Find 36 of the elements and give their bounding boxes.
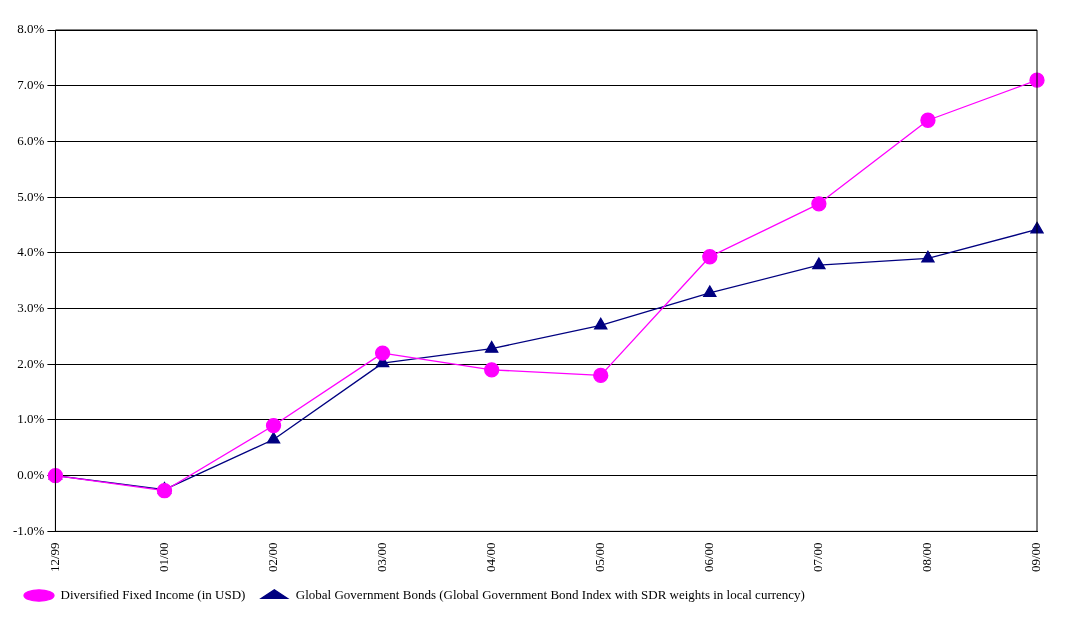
y-tick-label: 2.0% (17, 355, 45, 371)
x-tick-label: 04/00 (483, 542, 499, 573)
x-tick-label: 02/00 (264, 542, 280, 573)
y-tick-label: 0.0% (17, 467, 45, 483)
y-tick-label: 8.0% (17, 21, 45, 37)
y-tick-label: 4.0% (17, 244, 45, 260)
point (484, 362, 500, 378)
x-tick-label: 05/00 (592, 542, 608, 573)
y-tick-label: 3.0% (17, 299, 45, 315)
point (265, 417, 282, 434)
point (266, 431, 281, 444)
x-tick-label: 12/99 (46, 542, 62, 573)
point (811, 196, 827, 212)
point (921, 250, 935, 263)
point (920, 112, 936, 128)
point (156, 483, 173, 499)
y-tick-label: 6.0% (17, 132, 45, 148)
y-tick-label: 7.0% (17, 77, 45, 93)
point (593, 367, 609, 384)
point (594, 317, 608, 330)
point (702, 249, 718, 265)
x-tick-label: 01/00 (155, 542, 171, 573)
point (703, 285, 717, 298)
point (484, 341, 499, 353)
x-tick-label: 03/00 (374, 542, 390, 573)
legend-label: Diversified Fixed Income (in USD) (60, 586, 246, 602)
point (374, 345, 391, 361)
x-tick-label: 06/00 (701, 542, 717, 573)
legend-label: Global Government Bonds (Global Government Bond Index with SDR weights in local currency) (295, 586, 805, 602)
point (812, 257, 826, 270)
y-tick-label: -1.0% (12, 522, 45, 538)
x-tick-label: 09/00 (1028, 542, 1044, 573)
y-tick-label: 5.0% (17, 188, 45, 204)
y-tick-label: 1.0% (17, 411, 45, 427)
x-tick-label: 08/00 (919, 542, 935, 573)
x-tick-label: 07/00 (810, 542, 826, 573)
